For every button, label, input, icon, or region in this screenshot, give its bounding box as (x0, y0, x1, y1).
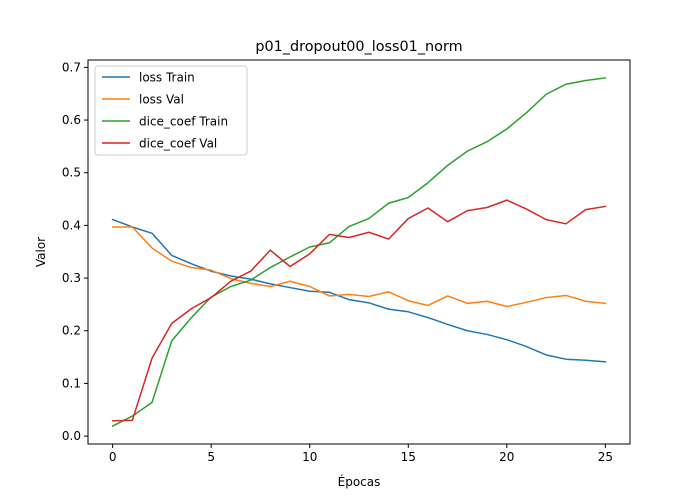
y-tick-label: 0.4 (62, 218, 81, 232)
legend-label: dice_coef Val (139, 137, 217, 151)
plot-frame (87, 59, 631, 445)
x-axis-label: Épocas (338, 474, 381, 489)
y-axis-ticks: 0.0 0.1 0.2 0.3 0.4 0.5 0.6 0.7 (62, 60, 88, 443)
y-tick-label: 0.5 (62, 166, 81, 180)
legend-label: loss Train (139, 71, 195, 85)
legend-frame (94, 65, 248, 156)
x-tick-label: 10 (302, 450, 317, 464)
series-line-dice-coef-val (111, 199, 607, 422)
y-tick-label: 0.2 (62, 324, 81, 338)
x-axis-ticks: 0 5 10 15 20 25 (109, 444, 613, 464)
x-tick-label: 25 (598, 450, 613, 464)
series-line-dice-coef-train (111, 77, 607, 428)
y-axis-label: Valor (34, 237, 48, 267)
x-tick-label: 15 (401, 450, 416, 464)
x-tick-label: 5 (207, 450, 215, 464)
series-line-loss-train (111, 218, 607, 363)
legend-label: dice_coef Train (139, 115, 228, 129)
legend: loss Train loss Val dice_coef Train dice_co… (94, 65, 248, 156)
y-tick-label: 0.6 (62, 113, 81, 127)
y-tick-label: 0.3 (62, 271, 81, 285)
legend-label: loss Val (139, 93, 184, 107)
x-tick-label: 20 (499, 450, 514, 464)
chart-title: p01_dropout00_loss01_norm (255, 39, 462, 55)
y-tick-label: 0.0 (62, 429, 81, 443)
series-lines (111, 77, 607, 428)
series-line-loss-val (111, 226, 607, 308)
y-tick-label: 0.1 (62, 376, 81, 390)
x-tick-label: 0 (109, 450, 117, 464)
y-tick-label: 0.7 (62, 60, 81, 74)
